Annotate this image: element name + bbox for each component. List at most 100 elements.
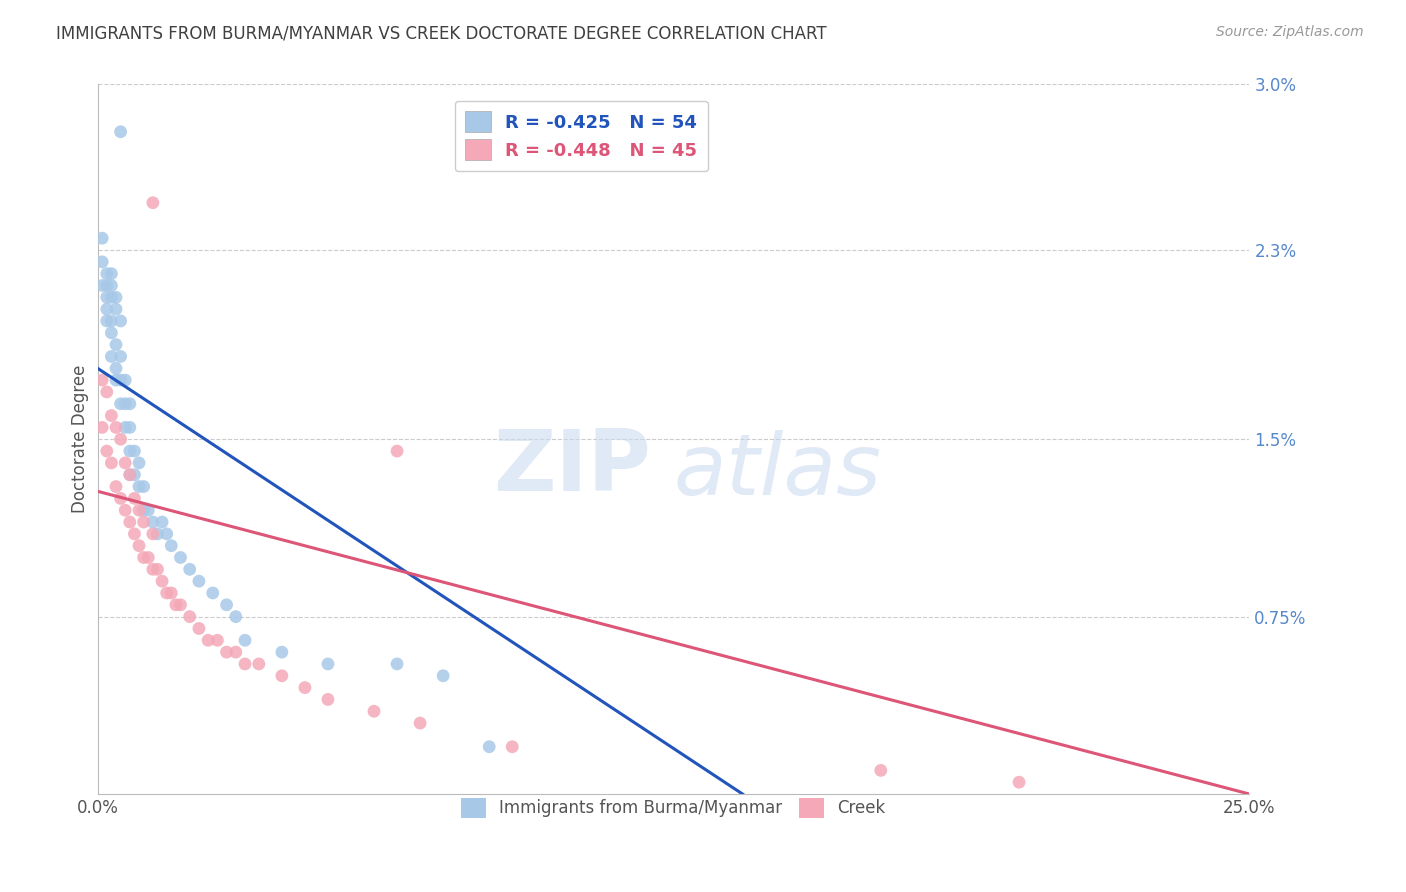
Point — [114, 456, 136, 470]
Point — [124, 526, 146, 541]
Point — [478, 739, 501, 754]
Point — [169, 550, 191, 565]
Point — [118, 515, 141, 529]
Point — [96, 278, 118, 293]
Point — [385, 444, 408, 458]
Point — [100, 267, 122, 281]
Point — [150, 574, 173, 589]
Point — [187, 622, 209, 636]
Point — [156, 526, 179, 541]
Point — [91, 420, 114, 434]
Point — [247, 657, 270, 671]
Point — [501, 739, 523, 754]
Point — [124, 491, 146, 506]
Point — [215, 645, 238, 659]
Point — [160, 586, 183, 600]
Point — [128, 539, 150, 553]
Point — [132, 479, 155, 493]
Point — [100, 326, 122, 340]
Point — [105, 337, 128, 351]
Point — [409, 716, 432, 731]
Point — [160, 539, 183, 553]
Text: Source: ZipAtlas.com: Source: ZipAtlas.com — [1216, 25, 1364, 39]
Point — [91, 373, 114, 387]
Point — [96, 290, 118, 304]
Point — [225, 609, 247, 624]
Point — [136, 550, 159, 565]
Point — [105, 420, 128, 434]
Point — [233, 657, 256, 671]
Point — [105, 361, 128, 376]
Point — [110, 491, 132, 506]
Point — [96, 444, 118, 458]
Point — [169, 598, 191, 612]
Point — [110, 397, 132, 411]
Y-axis label: Doctorate Degree: Doctorate Degree — [72, 365, 89, 514]
Point — [91, 255, 114, 269]
Point — [316, 657, 339, 671]
Point — [96, 384, 118, 399]
Point — [156, 586, 179, 600]
Point — [150, 515, 173, 529]
Point — [363, 704, 385, 718]
Point — [100, 456, 122, 470]
Point — [114, 420, 136, 434]
Point — [146, 526, 169, 541]
Point — [96, 267, 118, 281]
Point — [316, 692, 339, 706]
Point — [1008, 775, 1031, 789]
Point — [110, 350, 132, 364]
Point — [207, 633, 229, 648]
Point — [105, 479, 128, 493]
Point — [114, 503, 136, 517]
Point — [91, 278, 114, 293]
Point — [294, 681, 316, 695]
Point — [110, 314, 132, 328]
Point — [105, 290, 128, 304]
Point — [100, 314, 122, 328]
Point — [432, 669, 454, 683]
Point — [179, 562, 201, 576]
Point — [385, 657, 408, 671]
Point — [136, 503, 159, 517]
Point — [270, 645, 292, 659]
Point — [124, 467, 146, 482]
Point — [118, 467, 141, 482]
Point — [118, 444, 141, 458]
Point — [105, 302, 128, 317]
Point — [233, 633, 256, 648]
Point — [100, 350, 122, 364]
Point — [132, 515, 155, 529]
Point — [132, 550, 155, 565]
Point — [142, 526, 165, 541]
Point — [142, 515, 165, 529]
Point — [100, 409, 122, 423]
Point — [869, 764, 891, 778]
Point — [201, 586, 224, 600]
Point — [128, 479, 150, 493]
Text: ZIP: ZIP — [492, 426, 651, 509]
Point — [128, 456, 150, 470]
Point — [100, 290, 122, 304]
Text: atlas: atlas — [673, 430, 882, 513]
Point — [146, 562, 169, 576]
Point — [142, 562, 165, 576]
Point — [270, 669, 292, 683]
Legend: Immigrants from Burma/Myanmar, Creek: Immigrants from Burma/Myanmar, Creek — [454, 791, 893, 825]
Point — [110, 373, 132, 387]
Point — [110, 432, 132, 446]
Point — [215, 598, 238, 612]
Point — [114, 397, 136, 411]
Point — [91, 231, 114, 245]
Point — [142, 195, 165, 210]
Point — [124, 444, 146, 458]
Point — [105, 373, 128, 387]
Point — [96, 302, 118, 317]
Point — [128, 503, 150, 517]
Point — [179, 609, 201, 624]
Point — [96, 314, 118, 328]
Point — [132, 503, 155, 517]
Point — [187, 574, 209, 589]
Point — [114, 373, 136, 387]
Point — [118, 420, 141, 434]
